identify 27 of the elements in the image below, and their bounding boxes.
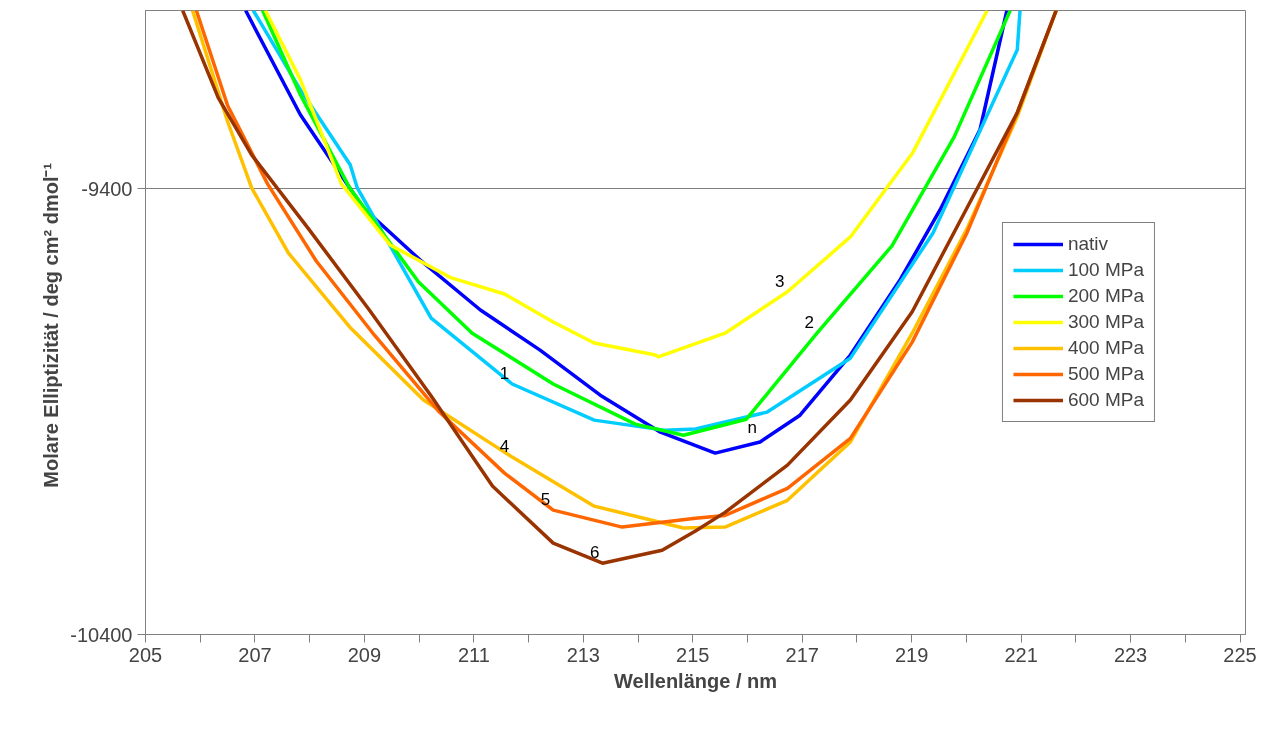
y-axis-title: Molare Elliptizität / deg cm² dmol⁻¹	[40, 162, 63, 488]
y-tick-label: -10400	[70, 623, 133, 646]
x-axis-title: Wellenlänge / nm	[614, 669, 777, 692]
legend-label: 500 MPa	[1067, 363, 1144, 385]
x-tick-label: 223	[1113, 643, 1148, 666]
x-tick-label: 213	[566, 643, 600, 666]
legend-label: 200 MPa	[1067, 285, 1144, 307]
annotation: n	[747, 417, 758, 437]
x-tick-label: 225	[1223, 643, 1257, 666]
y-tick-label: -9400	[81, 177, 133, 200]
legend-label: 300 MPa	[1067, 311, 1144, 333]
x-tick-label: 207	[238, 643, 272, 666]
legend-label: 400 MPa	[1067, 337, 1144, 359]
x-tick-label: 205	[128, 643, 163, 666]
x-tick-label: 217	[785, 643, 819, 666]
legend-label: 600 MPa	[1067, 389, 1144, 411]
annotation: 6	[590, 543, 600, 563]
x-tick-label: 211	[457, 643, 490, 666]
x-tick-label: 221	[1004, 643, 1038, 666]
annotation: 3	[774, 271, 785, 291]
x-tick-label: 209	[347, 643, 382, 666]
legend-label: 100 MPa	[1067, 259, 1144, 281]
legend-label: nativ	[1067, 233, 1109, 255]
annotation: 2	[804, 313, 815, 333]
x-tick-label: 219	[894, 643, 929, 666]
x-tick-label: 215	[676, 643, 710, 666]
line-series	[263, 10, 989, 359]
